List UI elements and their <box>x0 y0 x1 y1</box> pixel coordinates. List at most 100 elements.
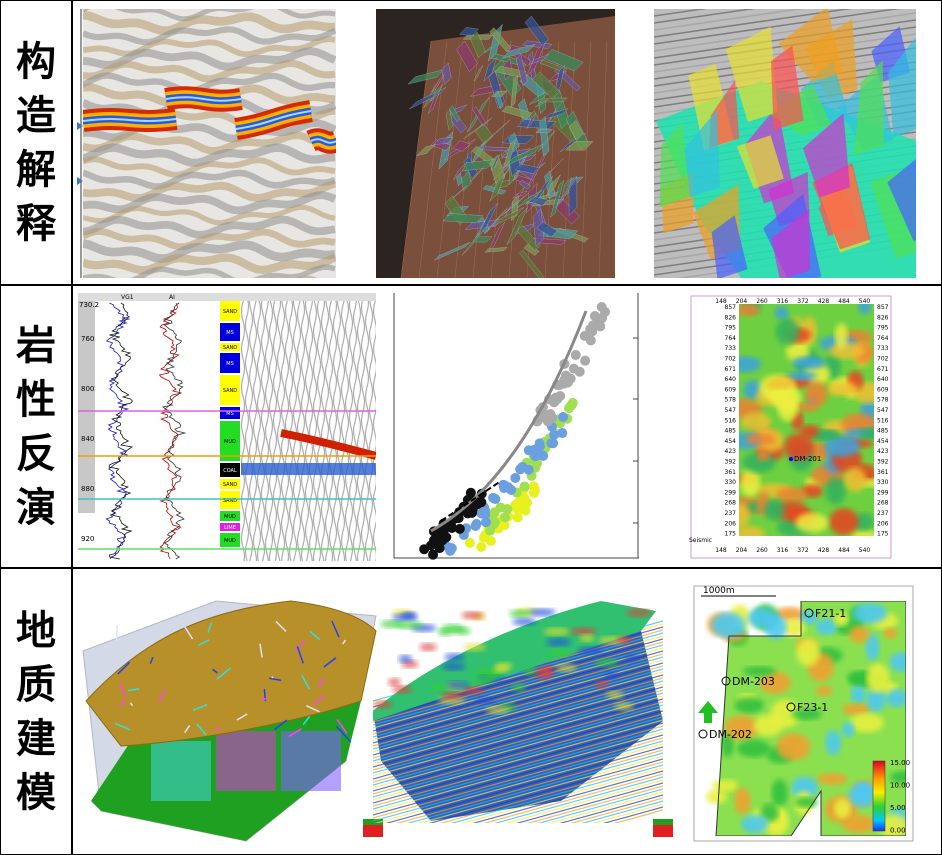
seismic-trace <box>83 26 336 46</box>
seismic-trace <box>252 300 258 562</box>
track-header: VG1 <box>121 294 134 301</box>
seismic-trace <box>324 300 330 562</box>
log-curve <box>161 302 187 560</box>
fault-plane <box>441 62 452 85</box>
scatter-point <box>432 531 443 542</box>
fault-trace <box>301 674 311 690</box>
layer-line <box>504 779 663 823</box>
layer-line <box>472 770 663 823</box>
map-blob <box>741 814 769 834</box>
scatter-point <box>502 504 513 515</box>
lithology-label: MUD <box>224 514 236 520</box>
seismic-line <box>654 9 660 10</box>
fault-trace <box>313 694 325 706</box>
row-label-cell: 地质建模 <box>1 569 73 854</box>
blob <box>624 654 639 663</box>
lithology-bar <box>220 323 240 341</box>
blob <box>392 685 413 694</box>
scatter-point <box>485 525 496 536</box>
layer-line <box>373 641 663 723</box>
fault-trace <box>323 657 337 668</box>
fault-plane <box>504 143 544 167</box>
colorbar <box>872 760 886 832</box>
fault-plane <box>736 135 784 189</box>
map-blob <box>796 638 820 667</box>
map-blob <box>778 396 798 422</box>
panel <box>373 601 663 823</box>
blob <box>446 681 470 690</box>
layer-line <box>548 791 663 823</box>
scatter-point <box>560 370 571 381</box>
y-tick: 733 <box>877 345 889 352</box>
fault-trace <box>212 668 218 674</box>
blob <box>509 609 531 618</box>
icon <box>363 823 383 837</box>
map-blob <box>842 703 871 716</box>
seismic-trace <box>83 179 336 203</box>
map-blob <box>757 447 770 462</box>
fault-trace <box>120 700 126 707</box>
y-tick: 795 <box>725 325 737 332</box>
fault-plane <box>483 57 497 82</box>
y-tick: 175 <box>725 531 737 538</box>
y-tick: 237 <box>725 510 737 517</box>
layer-line <box>373 707 663 789</box>
blob <box>441 691 464 700</box>
scatter-point <box>489 507 500 518</box>
layer-line <box>373 698 663 780</box>
y-tick: 609 <box>877 386 889 393</box>
lithology-bar <box>220 375 240 405</box>
fault-plane <box>495 91 504 110</box>
fault-plane <box>481 119 511 147</box>
seismic-line <box>654 9 901 45</box>
layer-line <box>373 701 663 783</box>
well-label: DM-201 <box>794 455 821 463</box>
panel <box>376 9 615 278</box>
map-blob <box>791 356 826 370</box>
lithology-label: LIME <box>224 525 236 531</box>
fault-trace <box>129 702 134 707</box>
layer-line <box>373 689 663 771</box>
fault-plane <box>501 105 533 119</box>
seismic-trace <box>83 227 336 251</box>
fault-plane <box>501 193 528 217</box>
fault-plane <box>459 27 479 37</box>
fault-plane <box>544 170 556 200</box>
scatter-point <box>585 324 596 335</box>
well-label: DM-203 <box>732 675 775 688</box>
y-tick: 547 <box>725 407 737 414</box>
layer-line <box>580 800 663 823</box>
fault-plane <box>434 241 471 261</box>
map-blob <box>834 323 848 350</box>
y-tick: 268 <box>877 500 889 507</box>
layer-line <box>373 710 663 792</box>
blob <box>614 702 634 711</box>
fault-plane <box>887 158 916 242</box>
y-tick: 361 <box>725 469 737 476</box>
scatter-point <box>541 413 552 424</box>
seismic-trace <box>312 300 318 562</box>
scatter-point <box>462 508 473 519</box>
fault-trace <box>207 622 213 633</box>
fault-plane <box>519 249 545 278</box>
y-tick: 423 <box>877 448 889 455</box>
map-blob <box>817 773 848 786</box>
map-blob <box>745 433 776 445</box>
horizon <box>280 429 376 460</box>
colorbar-label: 15.00 <box>890 759 910 767</box>
map-blob <box>791 776 819 800</box>
x-tick: 148 <box>715 547 727 554</box>
fault-plane <box>501 43 536 59</box>
y-tick: 330 <box>725 479 737 486</box>
depth-track <box>78 301 95 513</box>
scatter-point <box>549 429 560 440</box>
seismic-trace <box>83 215 336 239</box>
icon <box>653 823 673 837</box>
y-tick: 423 <box>725 448 737 455</box>
scatter-point <box>557 428 568 439</box>
y-tick: 702 <box>877 356 889 363</box>
scatter-point <box>454 523 465 534</box>
layer-line <box>385 746 663 823</box>
layer-line <box>373 671 663 753</box>
